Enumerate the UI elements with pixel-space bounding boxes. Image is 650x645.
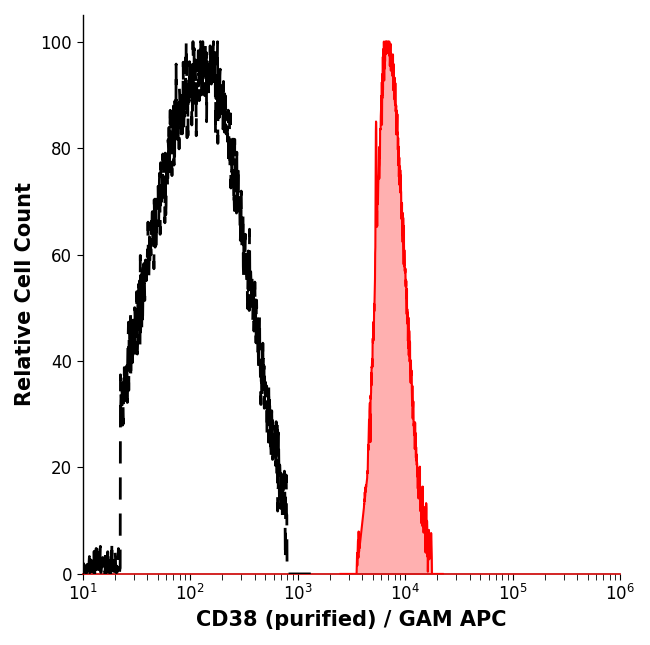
X-axis label: CD38 (purified) / GAM APC: CD38 (purified) / GAM APC [196,610,506,630]
Y-axis label: Relative Cell Count: Relative Cell Count [15,183,35,406]
